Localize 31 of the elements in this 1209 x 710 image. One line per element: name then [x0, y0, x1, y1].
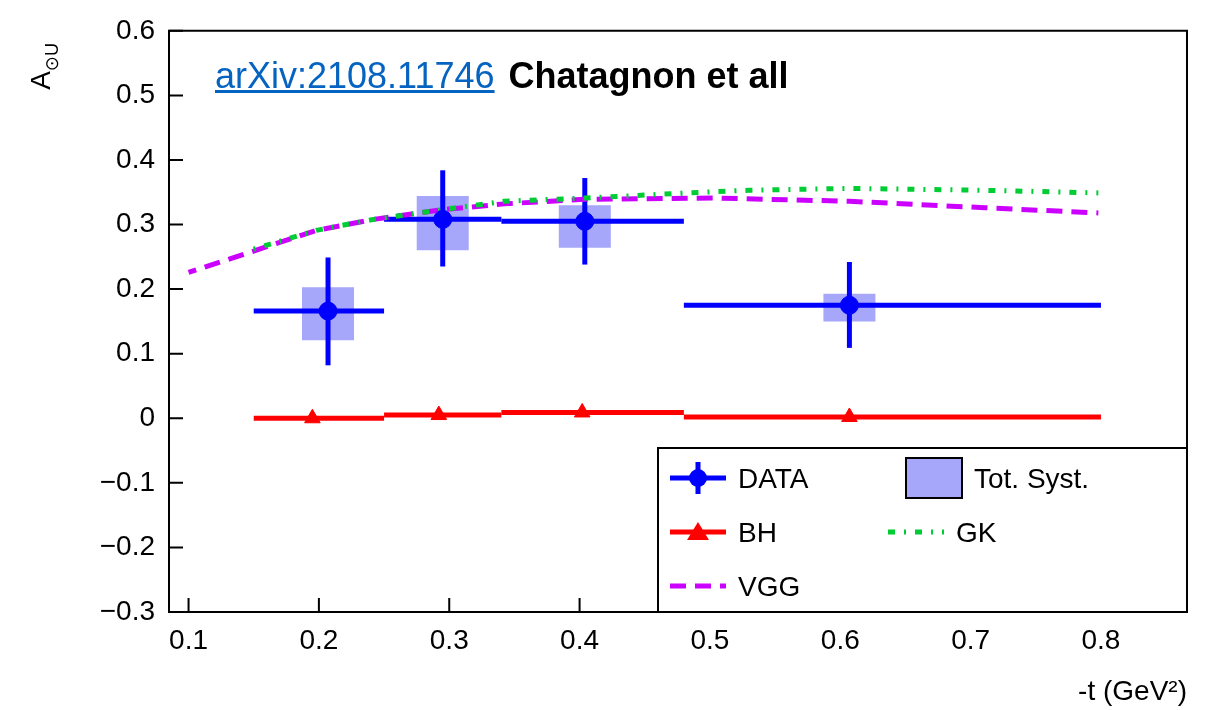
y-tick-label: 0.4 [116, 142, 155, 174]
y-axis-title: A⊙U [25, 42, 63, 90]
annotation: arXiv:2108.11746 [215, 55, 495, 96]
y-tick-label: −0.1 [99, 465, 155, 497]
x-tick-label: 0.3 [429, 623, 469, 655]
x-tick-label: 0.5 [690, 623, 730, 655]
y-tick-label: −0.2 [99, 530, 155, 562]
y-tick-label: 0.1 [116, 336, 155, 368]
y-tick-label: −0.3 [99, 594, 155, 626]
legend-label: VGG [738, 570, 801, 602]
x-tick-label: 0.1 [169, 623, 209, 655]
y-tick-label: 0 [139, 400, 155, 432]
y-tick-label: 0.6 [116, 13, 155, 45]
y-tick-label: 0.3 [116, 207, 155, 239]
legend-label: BH [738, 516, 777, 548]
y-tick-label: 0.5 [116, 78, 155, 110]
legend-label: DATA [738, 462, 809, 494]
legend-label: GK [956, 516, 997, 548]
point [430, 405, 448, 421]
point [304, 408, 321, 424]
legend-label: Tot. Syst. [974, 462, 1090, 494]
x-tick-label: 0.8 [1081, 623, 1121, 655]
x-tick-label: 0.7 [951, 623, 991, 655]
annotation: Chatagnon et all [508, 55, 789, 96]
x-axis-title: -t (GeV²) [1078, 675, 1188, 706]
point [841, 407, 858, 422]
point [573, 402, 591, 418]
x-tick-label: 0.4 [560, 623, 600, 655]
x-tick-label: 0.6 [820, 623, 860, 655]
y-tick-label: 0.2 [116, 271, 155, 303]
x-tick-label: 0.2 [299, 623, 339, 655]
